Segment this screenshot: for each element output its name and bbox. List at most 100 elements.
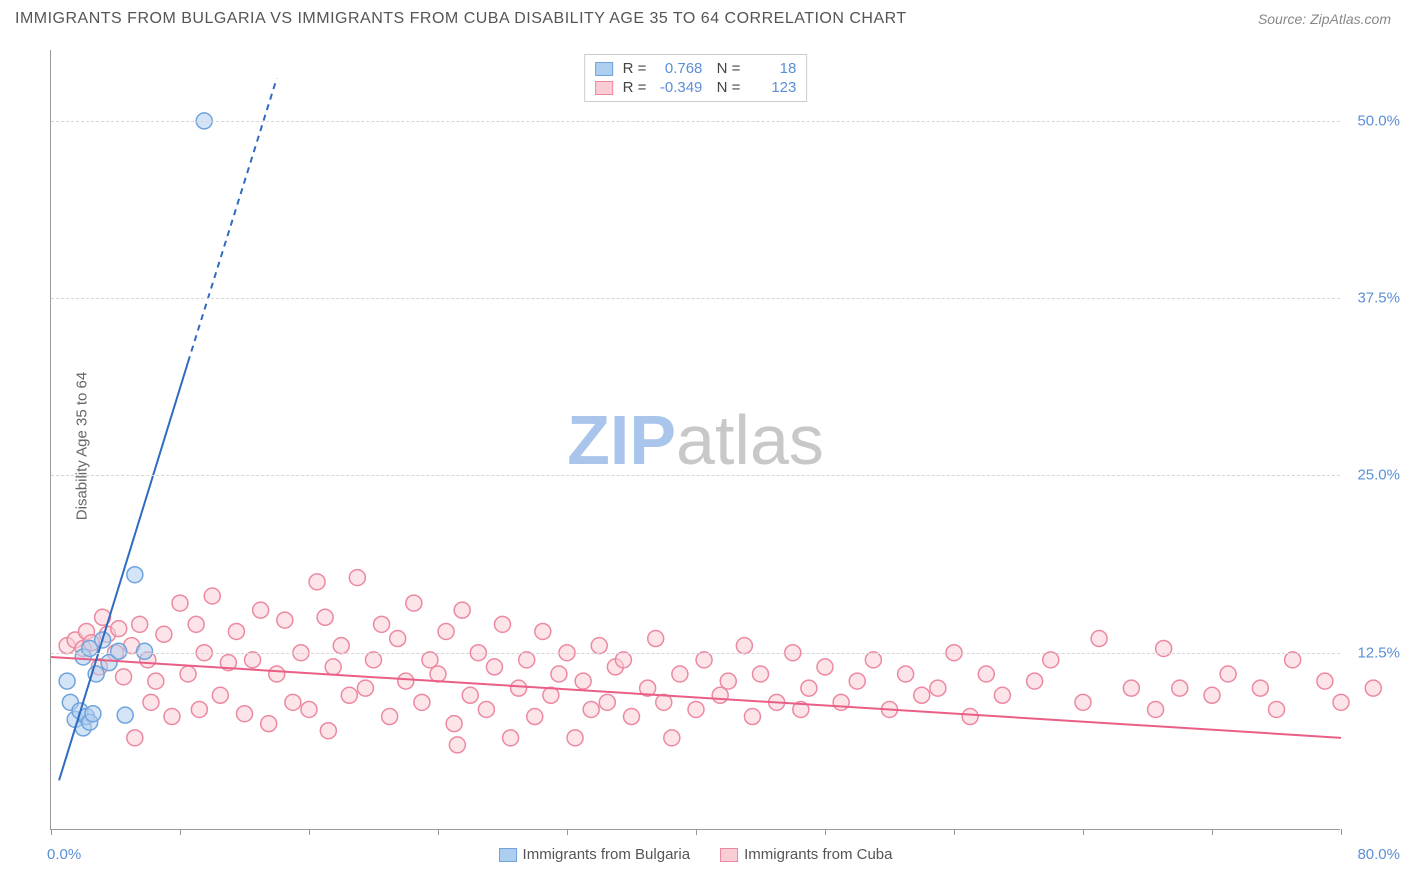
data-point: [1220, 666, 1236, 682]
data-point: [212, 687, 228, 703]
data-point: [111, 621, 127, 637]
data-point: [390, 631, 406, 647]
n-label: N =: [712, 79, 740, 96]
legend-label-cuba: Immigrants from Cuba: [744, 846, 892, 863]
gridline: [51, 121, 1340, 122]
data-point: [575, 673, 591, 689]
data-point: [914, 687, 930, 703]
y-axis-label: Disability Age 35 to 64: [74, 372, 91, 520]
data-point: [801, 680, 817, 696]
y-tick-label: 37.5%: [1357, 290, 1400, 307]
data-point: [1333, 694, 1349, 710]
legend-row-cuba: R = -0.349 N = 123: [595, 78, 797, 97]
swatch-cuba-bottom: [720, 848, 738, 862]
data-point: [833, 694, 849, 710]
gridline: [51, 653, 1340, 654]
x-tick: [567, 829, 568, 835]
data-point: [1156, 640, 1172, 656]
data-point: [753, 666, 769, 682]
y-tick-label: 25.0%: [1357, 467, 1400, 484]
bottom-legend: Immigrants from Bulgaria Immigrants from…: [499, 846, 893, 863]
data-point: [156, 626, 172, 642]
data-point: [1317, 673, 1333, 689]
swatch-bulgaria-bottom: [499, 848, 517, 862]
data-point: [591, 638, 607, 654]
x-tick: [696, 829, 697, 835]
x-tick: [1083, 829, 1084, 835]
data-point: [648, 631, 664, 647]
data-point: [511, 680, 527, 696]
data-point: [269, 666, 285, 682]
data-point: [720, 673, 736, 689]
data-point: [1027, 673, 1043, 689]
data-point: [164, 709, 180, 725]
x-tick: [438, 829, 439, 835]
swatch-bulgaria: [595, 62, 613, 76]
data-point: [817, 659, 833, 675]
x-tick: [180, 829, 181, 835]
data-point: [446, 716, 462, 732]
data-point: [462, 687, 478, 703]
x-tick: [51, 829, 52, 835]
data-point: [1269, 701, 1285, 717]
correlation-legend: R = 0.768 N = 18 R = -0.349 N = 123: [584, 54, 808, 102]
data-point: [333, 638, 349, 654]
data-point: [172, 595, 188, 611]
data-point: [137, 643, 153, 659]
data-point: [349, 570, 365, 586]
r-label: R =: [623, 60, 647, 77]
data-point: [180, 666, 196, 682]
data-point: [85, 706, 101, 722]
x-max-label: 80.0%: [1357, 846, 1400, 863]
data-point: [1285, 652, 1301, 668]
trend-line: [51, 657, 1341, 738]
data-point: [143, 694, 159, 710]
r-value-cuba: -0.349: [652, 79, 702, 96]
plot-area: ZIPatlas R = 0.768 N = 18 R = -0.349 N =…: [50, 50, 1340, 830]
data-point: [624, 709, 640, 725]
gridline: [51, 475, 1340, 476]
data-point: [374, 616, 390, 632]
data-point: [1204, 687, 1220, 703]
data-point: [382, 709, 398, 725]
data-point: [406, 595, 422, 611]
n-value-bulgaria: 18: [746, 60, 796, 77]
data-point: [849, 673, 865, 689]
data-point: [237, 706, 253, 722]
x-tick: [1212, 829, 1213, 835]
data-point: [325, 659, 341, 675]
x-min-label: 0.0%: [47, 846, 81, 863]
data-point: [148, 673, 164, 689]
data-point: [1043, 652, 1059, 668]
gridline: [51, 298, 1340, 299]
data-point: [341, 687, 357, 703]
data-point: [1252, 680, 1268, 696]
legend-item-cuba: Immigrants from Cuba: [720, 846, 892, 863]
data-point: [486, 659, 502, 675]
data-point: [994, 687, 1010, 703]
y-tick-label: 12.5%: [1357, 644, 1400, 661]
data-point: [454, 602, 470, 618]
data-point: [261, 716, 277, 732]
data-point: [228, 623, 244, 639]
x-tick: [1341, 829, 1342, 835]
data-point: [712, 687, 728, 703]
data-point: [736, 638, 752, 654]
data-point: [285, 694, 301, 710]
data-point: [495, 616, 511, 632]
r-value-bulgaria: 0.768: [652, 60, 702, 77]
data-point: [543, 687, 559, 703]
data-point: [430, 666, 446, 682]
x-tick: [309, 829, 310, 835]
x-tick: [954, 829, 955, 835]
data-point: [317, 609, 333, 625]
data-point: [366, 652, 382, 668]
data-point: [962, 709, 978, 725]
data-point: [320, 723, 336, 739]
data-point: [188, 616, 204, 632]
legend-label-bulgaria: Immigrants from Bulgaria: [523, 846, 691, 863]
data-point: [978, 666, 994, 682]
y-tick-label: 50.0%: [1357, 112, 1400, 129]
data-point: [1172, 680, 1188, 696]
data-point: [1075, 694, 1091, 710]
